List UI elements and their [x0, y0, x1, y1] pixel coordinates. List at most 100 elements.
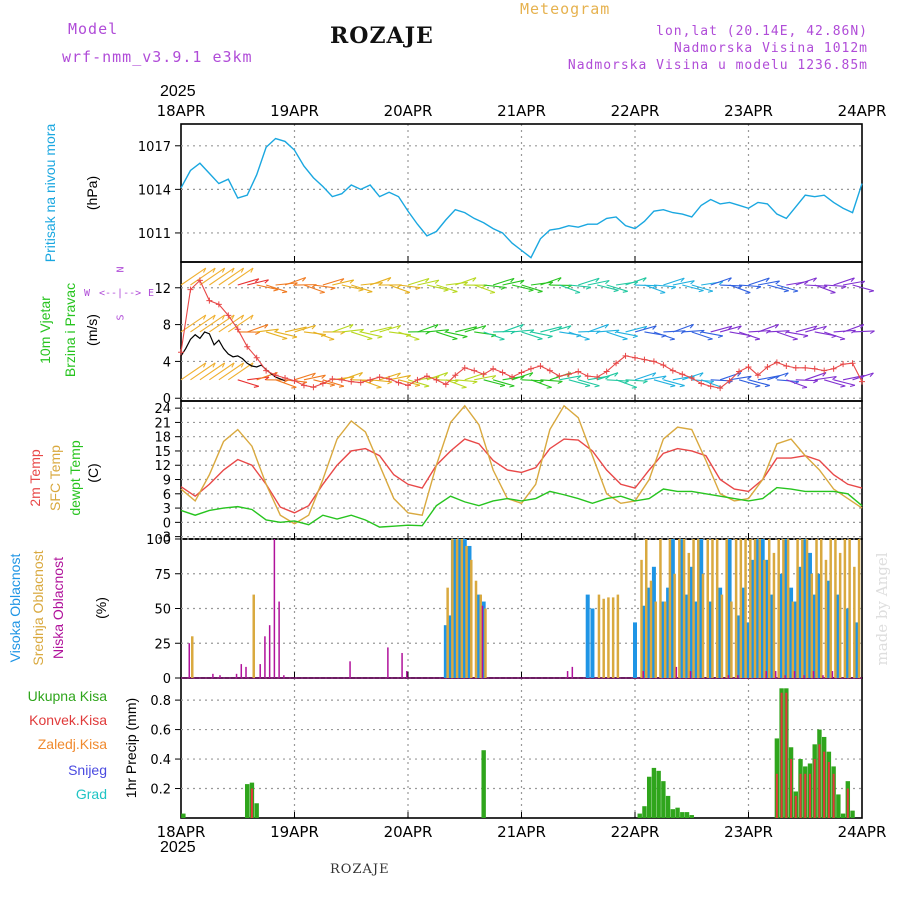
wind-arrow-head: [812, 277, 817, 282]
wind-arrow-head: [329, 338, 335, 341]
high-cloud-bar: [836, 594, 841, 678]
low-cloud-bar: [278, 601, 280, 678]
wind-arrow: [180, 314, 207, 333]
mid-cloud-bar: [649, 580, 653, 678]
precip-conv-bar: [818, 744, 821, 818]
mid-cloud-bar: [791, 601, 795, 678]
model-name: wrf-nmm_v3.9.1 e3km: [62, 48, 253, 66]
low-cloud-bar: [689, 671, 692, 678]
wind-arrow-head: [537, 290, 543, 293]
wind-arrow-head: [292, 336, 298, 339]
y-tick-label: 0: [163, 516, 171, 531]
gust-marker: [414, 376, 421, 383]
wind-arrow-head: [717, 335, 724, 338]
x-label-bottom: 24APR: [838, 823, 887, 841]
high-cloud-bar: [784, 539, 789, 678]
wind-arrow-head: [349, 324, 354, 329]
wind-arrow: [767, 330, 790, 333]
gust-marker: [802, 364, 809, 371]
wind-arrow-head: [747, 375, 752, 380]
low-cloud-bar: [765, 671, 767, 678]
wind-arrow-head: [264, 279, 269, 284]
wind-arrow-head: [576, 375, 582, 380]
wind-arrow: [530, 331, 553, 337]
wind-arrow-head: [813, 380, 819, 384]
mid-cloud-bar: [607, 597, 610, 678]
pressure-line: [180, 137, 863, 259]
mid-cloud-bar: [682, 539, 686, 678]
wind-arrow: [729, 375, 752, 381]
high-cloud-bar: [590, 608, 595, 678]
wind-arrow-head: [231, 267, 235, 273]
high-cloud-bar: [727, 539, 732, 678]
lonlat-label: lon,lat (20.14E, 42.86N): [656, 24, 868, 39]
low-cloud-bar: [219, 675, 221, 678]
wind-arrow-head: [359, 329, 364, 333]
wind-arrow-head: [231, 362, 235, 368]
panel-frame: [180, 400, 863, 540]
wind-arrow: [227, 314, 254, 333]
mid-cloud-bar: [451, 539, 454, 678]
x-label-top: 19APR: [270, 102, 319, 120]
low-cloud-bar: [642, 671, 645, 678]
sfc-temp-line: [180, 404, 863, 525]
model-label: Model: [68, 20, 119, 38]
wind-arrow: [341, 371, 363, 381]
precip-total-bar: [680, 812, 685, 818]
mid-cloud-bar: [753, 539, 757, 678]
mid-cloud-bar: [470, 559, 473, 678]
legend-conv: Konvek.Kisa: [29, 712, 107, 728]
wind-arrow: [521, 284, 543, 292]
y-tick-label: 0.6: [150, 724, 171, 739]
high-cloud-bar: [855, 622, 860, 678]
wind-arrow: [578, 379, 600, 387]
wind-arrow: [483, 331, 505, 340]
wind-arrow-head: [452, 291, 458, 294]
gust-marker: [282, 374, 289, 381]
low-cloud-bar: [273, 539, 276, 678]
x-label-top: 20APR: [384, 102, 433, 120]
wind-arrow-head: [231, 314, 235, 320]
wind-arrow: [757, 280, 780, 286]
wind-arrow-head: [378, 282, 383, 286]
y-tick-label: 3: [163, 502, 171, 517]
mid-cloud-bar: [767, 539, 771, 678]
y-tick-label: 12: [154, 459, 171, 474]
mid-cloud-bar: [843, 539, 847, 678]
wind-arrow: [483, 284, 506, 289]
y-tick-label: 1017: [138, 140, 171, 155]
wind-arrow-head: [803, 280, 809, 285]
precip-total-bar: [637, 813, 642, 818]
wind-arrow: [436, 331, 458, 340]
wind-arrow-head: [254, 278, 260, 283]
x-label-bottom: 20APR: [384, 823, 433, 841]
y-tick-label: 25: [154, 637, 171, 652]
low-cloud-bar: [245, 666, 247, 678]
gust-marker: [499, 369, 506, 376]
high-cloud-bar: [448, 615, 453, 678]
wind-arrow-head: [567, 325, 572, 330]
wind-arrow: [833, 379, 856, 386]
mid-cloud-bar: [668, 539, 672, 678]
gust-marker: [518, 369, 525, 376]
wind-arrow: [426, 329, 449, 333]
wind-arrow-head: [472, 277, 477, 282]
wind-arrow-head: [529, 372, 534, 377]
wind-arrow: [332, 323, 354, 333]
wind-arrow: [691, 284, 714, 292]
wind-arrow: [398, 331, 420, 340]
wind-arrow: [199, 267, 225, 286]
legend-total: Ukupna Kisa: [27, 688, 107, 704]
wind-arrow: [436, 284, 458, 293]
y-tick-label: 9: [163, 474, 171, 489]
precip-total-bar: [840, 813, 846, 818]
wind-arrow: [814, 375, 837, 381]
wind-arrow-head: [406, 374, 411, 380]
gust-marker: [480, 371, 487, 378]
low-cloud-bar: [727, 675, 730, 678]
gust-marker: [745, 363, 752, 370]
wind-arrow: [502, 279, 525, 286]
low-cloud-bar: [566, 671, 569, 678]
wind-arrow: [492, 379, 515, 387]
